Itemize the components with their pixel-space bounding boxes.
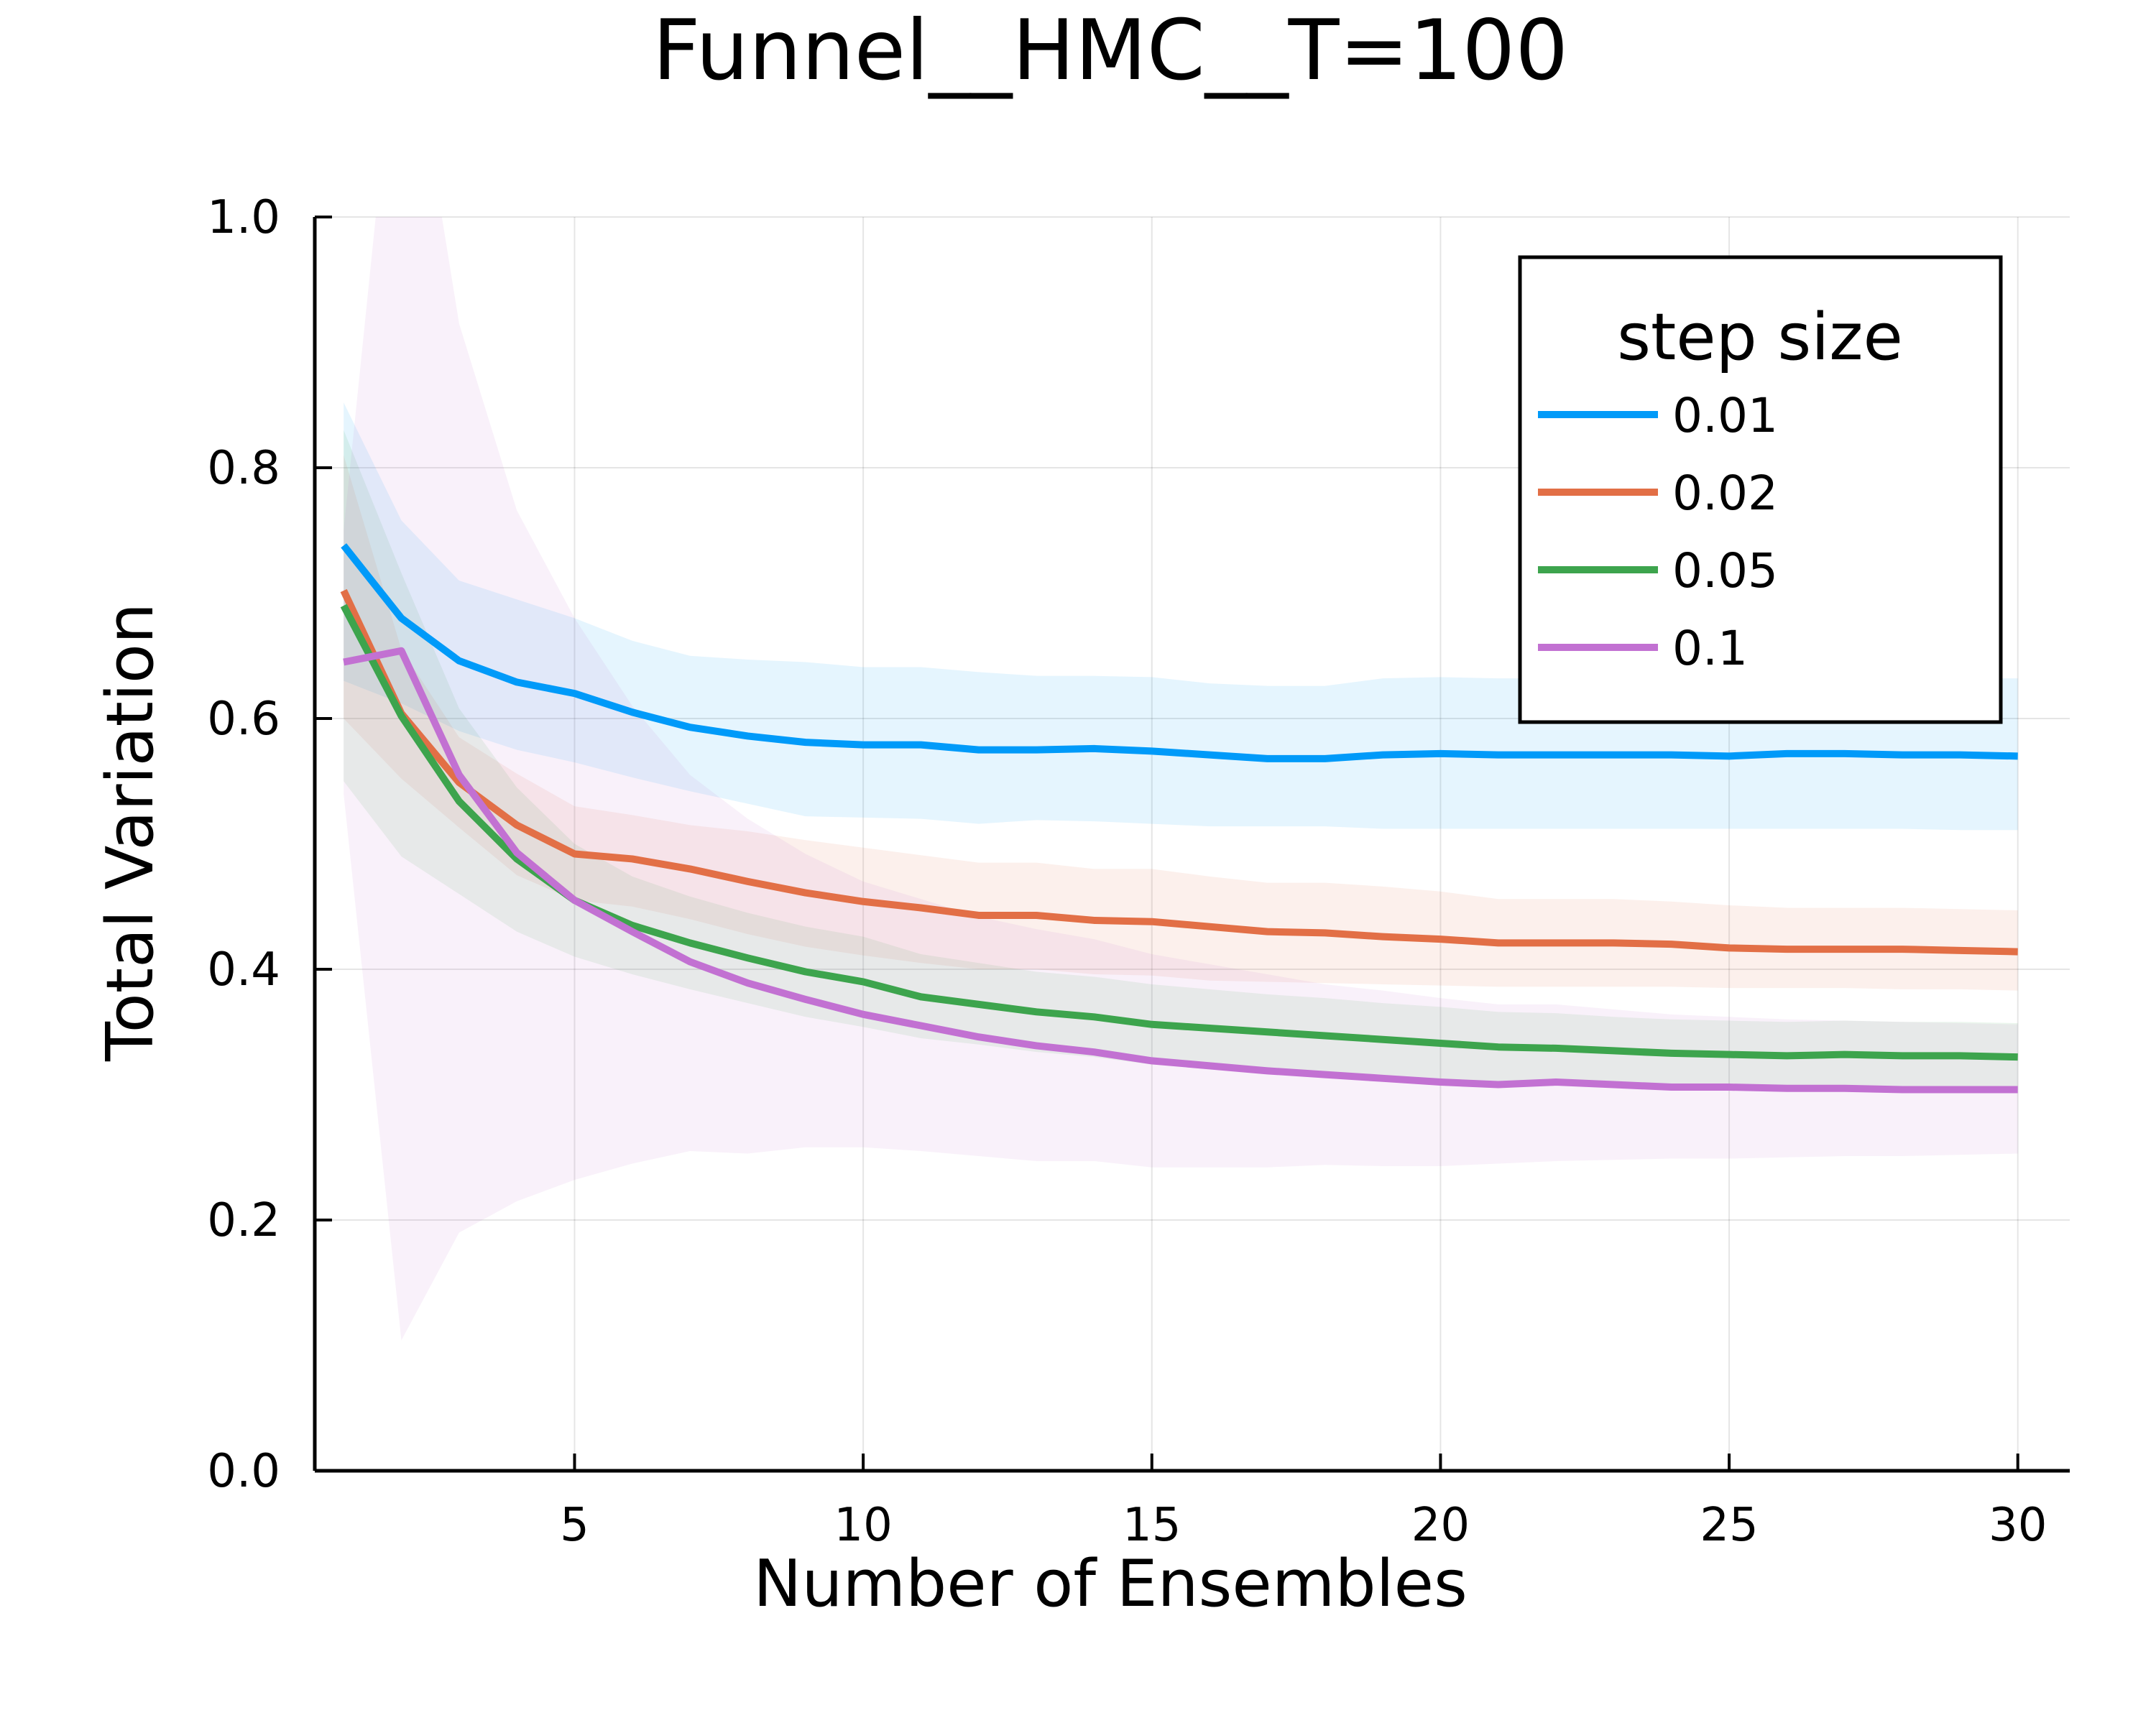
legend-label-0-01: 0.01 — [1672, 388, 1778, 443]
axes — [313, 216, 2070, 1473]
legend: step size 0.01 0.02 0.05 0.1 — [1518, 255, 2003, 724]
x-axis-label: Number of Ensembles — [753, 1546, 1468, 1622]
chart-title: Funnel__HMC__T=100 — [653, 2, 1568, 99]
x-tick-label: 25 — [1700, 1499, 1758, 1552]
band-0-1 — [344, 217, 2018, 1341]
y-tick-label: 0.2 — [207, 1194, 280, 1247]
series-lines — [340, 543, 2018, 1094]
y-tick-label: 0.6 — [207, 693, 280, 746]
x-tick-label: 15 — [1123, 1499, 1181, 1552]
band-0-02 — [344, 455, 2018, 991]
series-line-0-02 — [340, 588, 2018, 956]
y-axis-label: Total Variation — [93, 603, 168, 1062]
legend-label-0-05: 0.05 — [1672, 543, 1778, 599]
x-tick-label: 20 — [1411, 1499, 1470, 1552]
tick-labels: 5 10 15 20 25 30 0.0 0.2 0.4 0.6 0.8 1.0 — [207, 191, 2047, 1552]
band-0-05 — [344, 430, 2018, 1090]
series-line-0-1 — [343, 647, 2018, 1094]
y-tick-label: 0.4 — [207, 943, 280, 997]
y-tick-label: 1.0 — [207, 191, 280, 244]
x-tick-label: 30 — [1989, 1499, 2047, 1552]
x-tick-label: 5 — [560, 1499, 589, 1552]
y-tick-label: 0.8 — [207, 442, 280, 495]
x-tick-label: 10 — [834, 1499, 892, 1552]
legend-label-0-1: 0.1 — [1672, 621, 1748, 676]
series-line-0-01 — [341, 543, 2018, 762]
y-tick-label: 0.0 — [207, 1445, 280, 1498]
legend-title: step size — [1617, 300, 1903, 375]
legend-label-0-02: 0.02 — [1672, 466, 1778, 521]
legend-entries: 0.01 0.02 0.05 0.1 — [1538, 388, 1778, 676]
series-line-0-05 — [340, 604, 2018, 1061]
